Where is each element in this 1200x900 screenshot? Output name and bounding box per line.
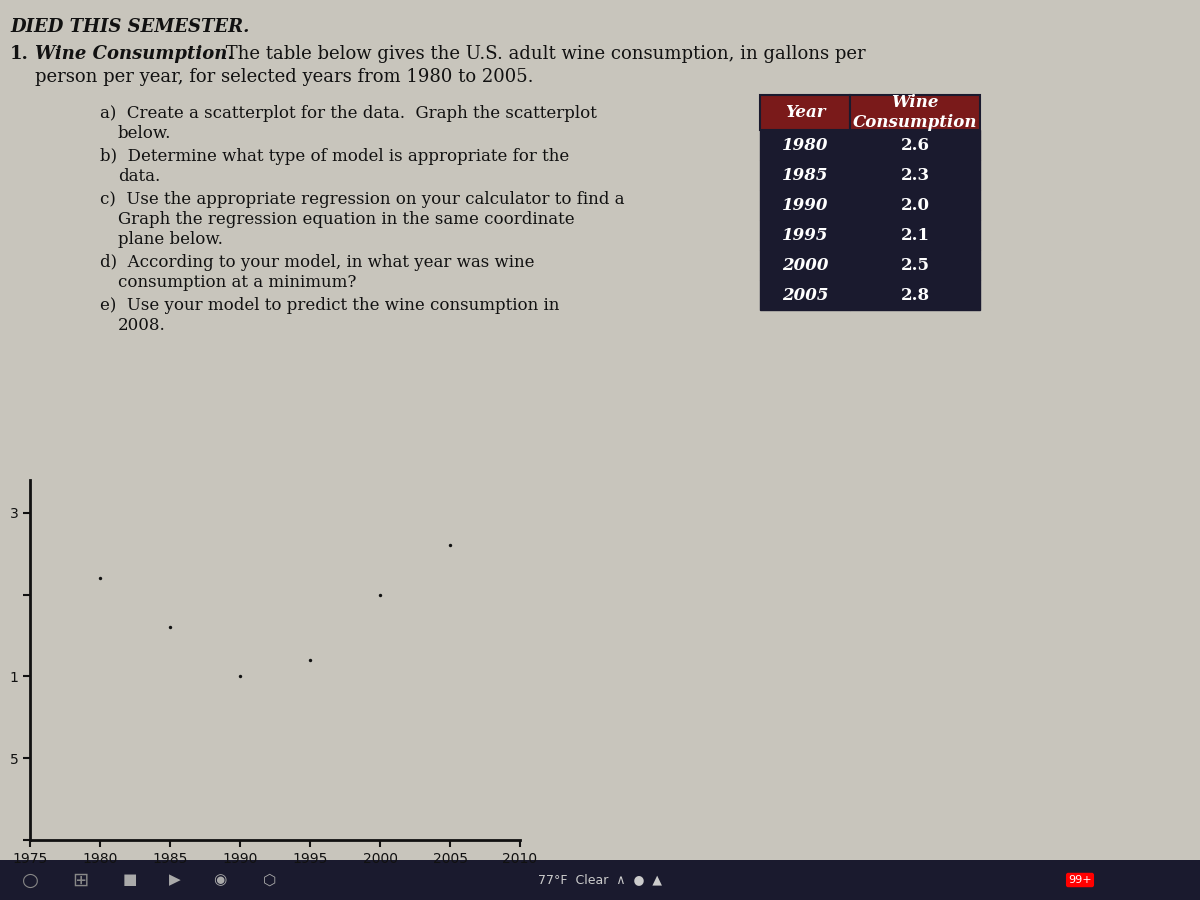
Text: Year: Year [785,104,826,121]
Text: 2.3: 2.3 [900,166,930,184]
FancyBboxPatch shape [850,280,980,310]
Text: 1.: 1. [10,45,29,63]
FancyBboxPatch shape [850,130,980,160]
FancyBboxPatch shape [0,860,1200,900]
Point [440,538,460,553]
Text: 99+: 99+ [1068,875,1092,885]
Text: 2000: 2000 [781,256,828,274]
Text: ■: ■ [122,872,137,887]
FancyBboxPatch shape [850,95,980,130]
Text: e)  Use your model to predict the wine consumption in: e) Use your model to predict the wine co… [100,297,559,314]
Text: data.: data. [118,168,161,185]
Text: ○: ○ [22,870,38,889]
Text: ▶: ▶ [169,872,181,887]
Text: 77°F  Clear  ∧  ●  ▲: 77°F Clear ∧ ● ▲ [538,874,662,886]
Text: 1985: 1985 [781,166,828,184]
Text: 2005: 2005 [781,286,828,303]
FancyBboxPatch shape [760,160,850,190]
Text: 2008.: 2008. [118,317,166,334]
Text: c)  Use the appropriate regression on your calculator to find a: c) Use the appropriate regression on you… [100,191,624,208]
Point [300,652,319,667]
Text: 1995: 1995 [781,227,828,244]
Point [371,588,390,602]
Text: ◉: ◉ [214,872,227,887]
FancyBboxPatch shape [760,130,850,160]
Text: 1990: 1990 [781,196,828,213]
Text: 1980: 1980 [781,137,828,154]
Text: ⬡: ⬡ [263,872,277,887]
Text: 2.6: 2.6 [900,137,930,154]
FancyBboxPatch shape [850,250,980,280]
Text: Wine
Consumption: Wine Consumption [853,94,977,130]
FancyBboxPatch shape [850,160,980,190]
Text: 2.1: 2.1 [900,227,930,244]
FancyBboxPatch shape [760,190,850,220]
Text: below.: below. [118,125,172,142]
Text: Graph the regression equation in the same coordinate: Graph the regression equation in the sam… [118,211,575,228]
Text: 2.0: 2.0 [900,196,930,213]
Text: 2.5: 2.5 [900,256,930,274]
Text: ⊞: ⊞ [72,870,88,889]
Text: b)  Determine what type of model is appropriate for the: b) Determine what type of model is appro… [100,148,569,165]
Text: person per year, for selected years from 1980 to 2005.: person per year, for selected years from… [35,68,534,86]
Text: The table below gives the U.S. adult wine consumption, in gallons per: The table below gives the U.S. adult win… [220,45,865,63]
Text: 2.8: 2.8 [900,286,930,303]
FancyBboxPatch shape [760,95,850,130]
Point [230,670,250,684]
Point [161,620,180,634]
Text: plane below.: plane below. [118,231,223,248]
Text: consumption at a minimum?: consumption at a minimum? [118,274,356,291]
Text: d)  According to your model, in what year was wine: d) According to your model, in what year… [100,254,534,271]
Point [90,571,109,585]
FancyBboxPatch shape [760,250,850,280]
FancyBboxPatch shape [850,220,980,250]
Text: a)  Create a scatterplot for the data.  Graph the scatterplot: a) Create a scatterplot for the data. Gr… [100,105,596,122]
FancyBboxPatch shape [760,220,850,250]
FancyBboxPatch shape [760,280,850,310]
Text: Wine Consumption.: Wine Consumption. [35,45,234,63]
Text: DIED THIS SEMESTER.: DIED THIS SEMESTER. [10,18,250,36]
FancyBboxPatch shape [850,190,980,220]
